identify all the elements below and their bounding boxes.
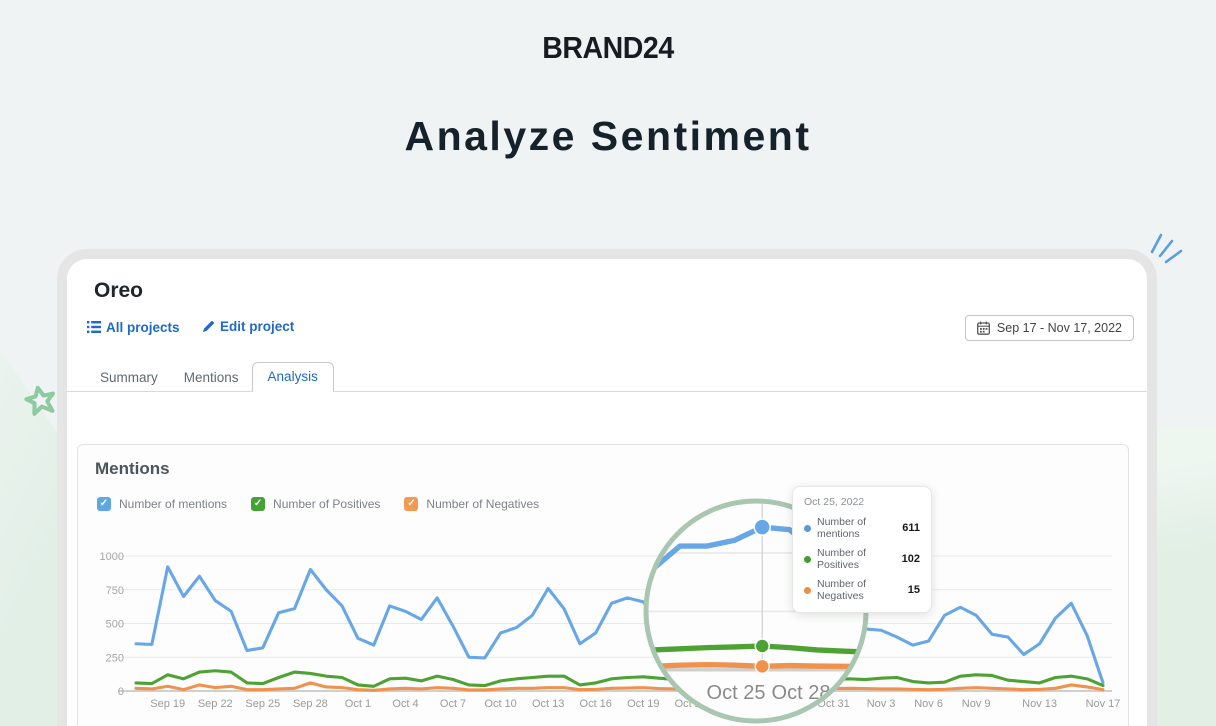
- date-range-label: Sep 17 - Nov 17, 2022: [996, 321, 1122, 335]
- svg-text:Nov 3: Nov 3: [867, 698, 896, 710]
- calendar-icon: [976, 321, 990, 335]
- star-doodle-icon: [24, 385, 55, 416]
- tooltip-label: Number of Positives: [817, 547, 867, 571]
- svg-text:Oct 13: Oct 13: [532, 698, 564, 710]
- svg-text:Sep 25: Sep 25: [245, 698, 280, 710]
- svg-text:0: 0: [118, 686, 124, 698]
- project-card: Oreo All projects Edit project: [57, 249, 1157, 726]
- tooltip-value: 15: [907, 584, 920, 596]
- edit-project-link[interactable]: Edit project: [202, 319, 294, 334]
- legend-label: Number of Negatives: [426, 497, 540, 511]
- tooltip-row: Number of mentions 611: [804, 516, 920, 540]
- svg-text:Oct 7: Oct 7: [440, 698, 466, 710]
- checkbox-checked-icon[interactable]: ✓: [251, 497, 266, 511]
- svg-text:Oct 28: Oct 28: [772, 682, 831, 704]
- svg-text:1000: 1000: [100, 551, 124, 563]
- svg-text:Nov 17: Nov 17: [1086, 698, 1121, 710]
- svg-text:Oct 4: Oct 4: [392, 698, 418, 710]
- legend-label: Number of mentions: [119, 497, 228, 511]
- svg-text:Nov 9: Nov 9: [962, 698, 991, 710]
- brand-logo: BRAND24: [542, 30, 674, 65]
- svg-text:Oct 31: Oct 31: [817, 698, 849, 710]
- svg-text:Oct 16: Oct 16: [580, 698, 612, 710]
- legend-toggle[interactable]: ✓ Number of Positives: [251, 497, 380, 511]
- legend-label: Number of Positives: [273, 497, 381, 511]
- series-dot-icon: [804, 555, 811, 563]
- svg-text:500: 500: [106, 619, 124, 631]
- tab-analysis[interactable]: Analysis: [251, 362, 334, 392]
- pencil-icon: [202, 321, 214, 332]
- tooltip-value: 611: [902, 522, 920, 534]
- svg-text:Sep 28: Sep 28: [293, 698, 328, 710]
- svg-text:750: 750: [106, 585, 124, 597]
- page-title: Analyze Sentiment: [404, 113, 812, 159]
- svg-text:Nov 13: Nov 13: [1022, 698, 1057, 710]
- tooltip-value: 102: [901, 553, 920, 565]
- chart-legend: ✓ Number of mentions ✓ Number of Positives ✓…: [97, 497, 1128, 511]
- chart-tooltip: Oct 25, 2022 Number of mentions 611 Number…: [792, 486, 932, 613]
- series-dot-icon: [804, 524, 811, 532]
- panel-title: Mentions: [95, 459, 170, 478]
- svg-text:Oct 25: Oct 25: [707, 682, 766, 704]
- tab-mentions[interactable]: Mentions: [183, 370, 239, 385]
- tooltip-label: Number of Negatives: [817, 578, 867, 602]
- tooltip-label: Number of mentions: [817, 516, 867, 540]
- svg-text:Oct 1: Oct 1: [345, 698, 371, 710]
- checkbox-checked-icon[interactable]: ✓: [97, 497, 111, 511]
- tab-bar: Summary Mentions Analysis: [67, 362, 1147, 392]
- all-projects-label: All projects: [106, 319, 180, 335]
- svg-text:Oct 10: Oct 10: [484, 698, 516, 710]
- svg-text:Sep 19: Sep 19: [150, 698, 185, 710]
- tooltip-date: Oct 25, 2022: [804, 496, 865, 508]
- tooltip-row: Number of Negatives 15: [804, 578, 920, 602]
- background-green-shape-right: [1154, 428, 1216, 726]
- mentions-panel: Mentions ✓ Number of mentions ✓ Number of P…: [77, 444, 1129, 726]
- edit-project-label: Edit project: [219, 319, 295, 334]
- legend-toggle[interactable]: ✓ Number of Negatives: [404, 497, 539, 511]
- svg-text:250: 250: [106, 652, 124, 664]
- tab-summary[interactable]: Summary: [100, 370, 158, 385]
- checkbox-checked-icon[interactable]: ✓: [404, 497, 419, 511]
- project-name: Oreo: [94, 279, 144, 302]
- series-dot-icon: [804, 586, 811, 594]
- legend-toggle[interactable]: ✓ Number of mentions: [97, 497, 227, 511]
- svg-text:Oct 19: Oct 19: [627, 698, 659, 710]
- svg-text:Nov 6: Nov 6: [914, 698, 943, 710]
- tooltip-row: Number of Positives 102: [804, 547, 920, 571]
- mentions-chart[interactable]: 0 250 500 750 1000 Sep 19 Sep 22 Sep 25 Sep 28 Oc…: [78, 445, 1128, 726]
- project-links-row: All projects Edit project Sep 17 - Nov 1…: [87, 315, 1147, 341]
- chart-canvas[interactable]: 0 250 500 750 1000 Sep 19 Sep 22 Sep 25 Sep 28 Oc…: [78, 445, 1130, 726]
- all-projects-link[interactable]: All projects: [87, 320, 180, 335]
- sparkle-lines-icon: [1150, 233, 1183, 264]
- list-icon: [87, 321, 101, 333]
- date-range-button[interactable]: Sep 17 - Nov 17, 2022: [964, 315, 1134, 341]
- svg-text:Sep 22: Sep 22: [198, 698, 233, 710]
